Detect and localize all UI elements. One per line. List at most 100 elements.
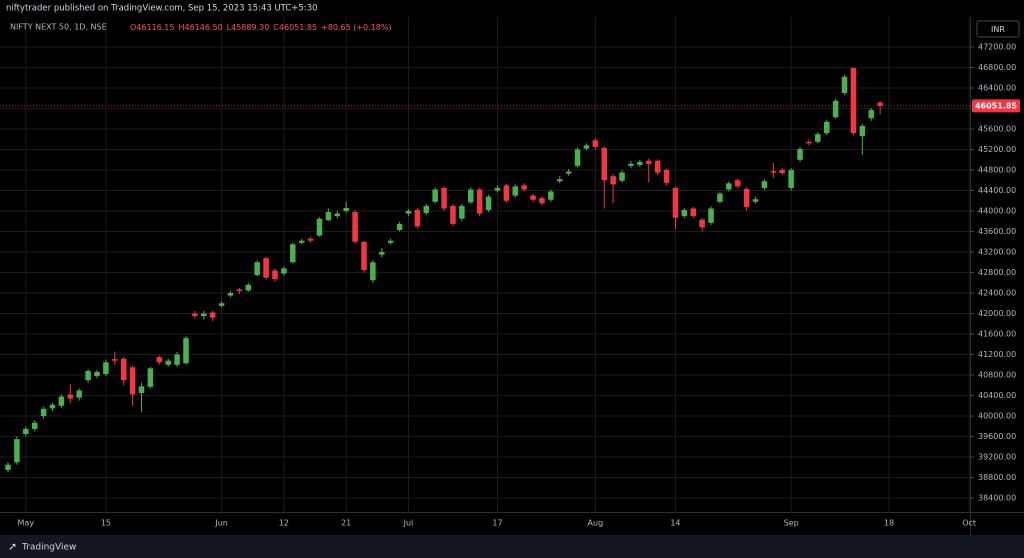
x-tick-label: 21: [341, 519, 351, 528]
candle-body: [387, 240, 394, 243]
candle-body: [183, 338, 189, 364]
candle-body: [209, 312, 216, 318]
candle-body: [396, 223, 403, 230]
last-price-label: 46051.85: [975, 101, 1017, 110]
candle-body: [192, 313, 198, 317]
candle-body: [548, 191, 554, 200]
candle-body: [565, 171, 572, 174]
candle-body: [503, 185, 510, 201]
candle-body: [539, 198, 545, 204]
y-tick-label: 42000.00: [978, 309, 1016, 318]
candle-body: [405, 211, 412, 214]
header: niftytrader published on TradingView.com…: [6, 4, 318, 14]
candle-body: [690, 208, 696, 217]
candle-body: [245, 284, 252, 291]
candle-body: [868, 110, 874, 119]
last-price-tag: [972, 99, 1020, 113]
y-tick-label: 44400.00: [978, 186, 1016, 195]
candle-body: [726, 183, 732, 190]
ohlc-value: H46146.50: [178, 23, 222, 32]
candle-body: [877, 102, 883, 106]
candle-body: [5, 464, 11, 470]
candle-body: [432, 189, 438, 202]
candle-body: [414, 209, 421, 227]
ohlc-value: C46051.85: [273, 23, 317, 32]
candle-body: [67, 394, 74, 399]
candle-body: [663, 170, 670, 183]
y-tick-label: 40400.00: [978, 391, 1016, 400]
x-tick-label: Aug: [588, 519, 604, 528]
candle-body: [361, 241, 367, 270]
candle-body: [530, 195, 536, 200]
candle-body: [850, 68, 857, 134]
x-tick-label: 17: [492, 519, 502, 528]
y-tick-label: 39200.00: [978, 453, 1016, 462]
y-tick-label: 41200.00: [978, 350, 1016, 359]
candle-body: [352, 212, 358, 242]
y-tick-label: 42800.00: [978, 268, 1016, 277]
currency-button[interactable]: [976, 20, 1020, 38]
candle-body: [699, 219, 705, 228]
candle-body: [788, 170, 794, 188]
candle-body: [316, 218, 323, 236]
candle-body: [138, 386, 145, 393]
candle-body: [156, 357, 163, 363]
candle-body: [450, 205, 456, 224]
y-tick-label: 40800.00: [978, 371, 1016, 380]
candle-body: [494, 187, 501, 191]
candle-body: [841, 76, 848, 94]
candle-body: [379, 252, 385, 255]
candle-body: [806, 141, 812, 144]
candle-body: [290, 244, 296, 263]
candle-body: [476, 189, 483, 214]
x-tick-label: Oct: [962, 519, 976, 528]
y-tick-label: 38400.00: [978, 494, 1016, 503]
ohlc-value: +80.65 (+0.18%): [321, 23, 392, 32]
candle-body: [637, 161, 643, 165]
candle-body: [832, 100, 839, 118]
x-tick-label: Sep: [784, 519, 799, 528]
candle-body: [441, 187, 447, 209]
candle-body: [307, 238, 314, 241]
candle-body: [583, 145, 590, 149]
candle-body: [85, 370, 91, 381]
y-tick-label: 38800.00: [978, 473, 1016, 482]
y-tick-label: 41600.00: [978, 330, 1016, 339]
candle-body: [628, 163, 634, 166]
candle-body: [174, 354, 180, 365]
candle-body: [23, 428, 29, 434]
candle-body: [298, 240, 305, 243]
ohlc-legend: O46116.15 H46146.50 L45889.30 C46051.85 +80.…: [130, 23, 392, 32]
candle-body: [254, 262, 260, 276]
y-tick-label: 40000.00: [978, 412, 1016, 421]
brand: TradingView: [21, 543, 76, 553]
candle-body: [370, 262, 376, 281]
candle-body: [263, 258, 269, 278]
candle-body: [815, 134, 821, 142]
candle-body: [147, 368, 154, 387]
y-tick-label: 44800.00: [978, 166, 1016, 175]
candle-body: [58, 396, 65, 406]
candle-body: [325, 212, 332, 221]
candle-body: [468, 189, 474, 203]
candle-body: [592, 140, 599, 147]
candle-body: [218, 303, 225, 306]
chart-title: NIFTY NEXT 50, 1D, NSE: [10, 23, 107, 32]
candle-body: [103, 362, 109, 375]
x-tick-label: 18: [884, 519, 894, 528]
candle-body: [49, 404, 56, 409]
currency[interactable]: INR: [991, 25, 1005, 34]
candle-body: [743, 188, 750, 207]
y-tick-label: 46800.00: [978, 63, 1016, 72]
candle-body: [459, 205, 465, 219]
candle-body: [334, 213, 341, 217]
footer: [0, 535, 1024, 558]
candle-body: [272, 270, 278, 280]
candle-body: [752, 199, 759, 202]
candle-body: [672, 187, 679, 218]
y-tick-label: 42400.00: [978, 289, 1016, 298]
y-tick-label: 44000.00: [978, 207, 1016, 216]
x-tick-label: Jun: [214, 519, 228, 528]
